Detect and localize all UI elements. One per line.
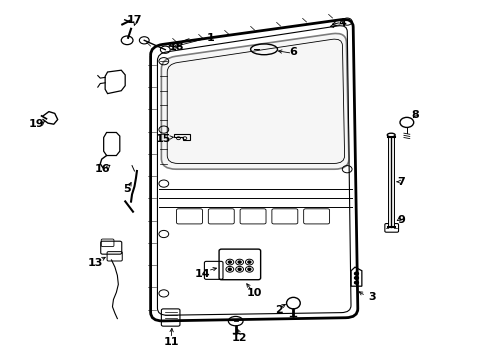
Text: 14: 14: [195, 269, 210, 279]
Circle shape: [228, 261, 231, 263]
Text: 3: 3: [367, 292, 375, 302]
Text: 6: 6: [289, 47, 297, 57]
Circle shape: [238, 268, 241, 270]
Text: 19: 19: [29, 119, 44, 129]
Circle shape: [354, 272, 358, 275]
Text: 17: 17: [126, 15, 142, 25]
Circle shape: [238, 261, 241, 263]
Text: 16: 16: [95, 164, 110, 174]
Text: 4: 4: [338, 18, 346, 28]
Text: 2: 2: [274, 305, 282, 315]
Text: 12: 12: [231, 333, 247, 343]
Circle shape: [228, 268, 231, 270]
Text: 7: 7: [396, 177, 404, 187]
Circle shape: [247, 268, 250, 270]
Circle shape: [354, 281, 358, 284]
Text: 13: 13: [87, 258, 103, 268]
PathPatch shape: [161, 33, 348, 169]
Text: 5: 5: [123, 184, 131, 194]
Text: 9: 9: [396, 215, 404, 225]
Text: 15: 15: [156, 134, 171, 144]
Text: 18: 18: [168, 42, 183, 52]
Text: 11: 11: [163, 337, 179, 347]
Circle shape: [354, 276, 358, 279]
Text: 1: 1: [206, 33, 214, 43]
Text: 8: 8: [411, 110, 419, 120]
Text: 10: 10: [246, 288, 262, 298]
Circle shape: [247, 261, 250, 263]
